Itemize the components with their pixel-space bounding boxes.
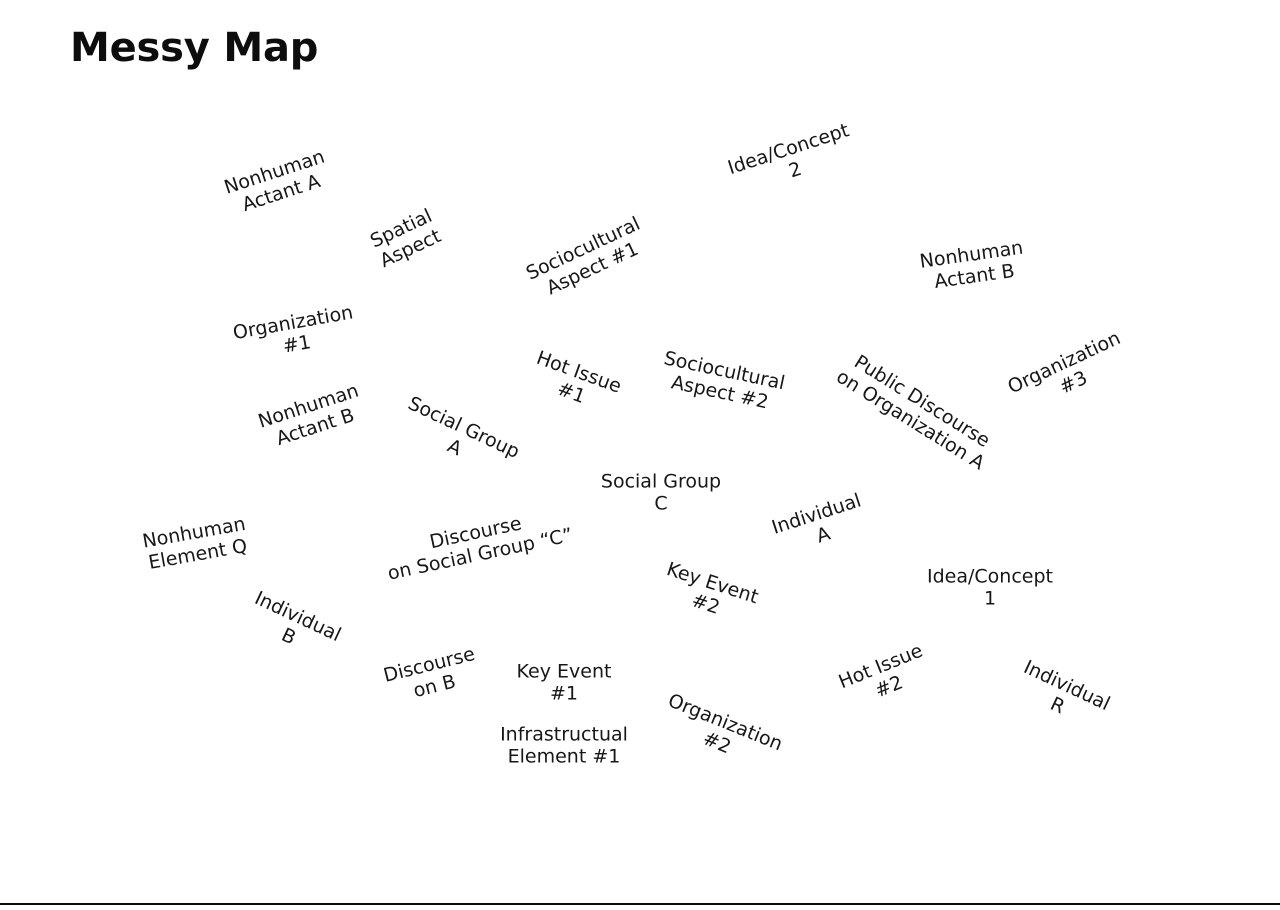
map-node-individual-r: Individual R bbox=[1011, 656, 1113, 736]
map-node-key-event-2: Key Event #2 bbox=[657, 558, 761, 630]
map-node-social-group-c: Social Group C bbox=[601, 471, 721, 516]
map-node-line: Infrastructual bbox=[500, 723, 628, 746]
map-node-idea-concept-2: Idea/Concept 2 bbox=[725, 119, 859, 201]
map-node-social-group-a: Social Group A bbox=[395, 392, 523, 483]
map-node-line: #1 bbox=[549, 683, 579, 705]
map-node-line: C bbox=[654, 493, 668, 515]
map-node-discourse-on-b: Discourse on B bbox=[381, 643, 482, 709]
map-node-idea-concept-1: Idea/Concept 1 bbox=[927, 566, 1053, 611]
map-node-line: 1 bbox=[983, 588, 997, 610]
map-node-public-discourse-on-organization-a: Public Discourse on Organization A bbox=[832, 347, 1000, 475]
map-node-line: Key Event bbox=[516, 660, 612, 683]
map-node-line: Idea/Concept bbox=[927, 565, 1053, 588]
map-node-infrastructual-element-1: Infrastructual Element #1 bbox=[500, 724, 628, 769]
bottom-divider bbox=[0, 903, 1280, 905]
map-node-nonhuman-element-q: Nonhuman Element Q bbox=[141, 513, 251, 575]
map-node-nonhuman-actant-b-right: Nonhuman Actant B bbox=[918, 237, 1027, 296]
map-node-organization-3: Organization #3 bbox=[1004, 327, 1133, 419]
map-node-sociocultural-aspect-2: Sociocultural Aspect #2 bbox=[657, 347, 787, 416]
map-node-organization-1: Organization #1 bbox=[231, 301, 358, 366]
map-node-sociocultural-aspect-1: Sociocultural Aspect #1 bbox=[523, 213, 653, 306]
map-node-line: Element #1 bbox=[507, 746, 621, 768]
map-node-organization-2: Organization #2 bbox=[656, 689, 786, 776]
map-node-individual-b: Individual B bbox=[242, 587, 344, 667]
map-node-key-event-1: Key Event #1 bbox=[517, 661, 612, 706]
map-node-line: Social Group bbox=[600, 470, 722, 493]
map-node-discourse-on-social-group-c: Discourse on Social Group “C” bbox=[381, 502, 575, 585]
map-node-hot-issue-1: Hot Issue #1 bbox=[526, 347, 625, 419]
map-node-nonhuman-actant-b-left: Nonhuman Actant B bbox=[256, 380, 369, 455]
map-node-hot-issue-2: Hot Issue #2 bbox=[836, 640, 935, 715]
page-title: Messy Map bbox=[70, 25, 319, 71]
map-node-individual-a: Individual A bbox=[769, 489, 871, 560]
map-node-nonhuman-actant-a: Nonhuman Actant A bbox=[222, 146, 335, 221]
map-node-spatial-aspect: Spatial Aspect bbox=[367, 205, 445, 273]
